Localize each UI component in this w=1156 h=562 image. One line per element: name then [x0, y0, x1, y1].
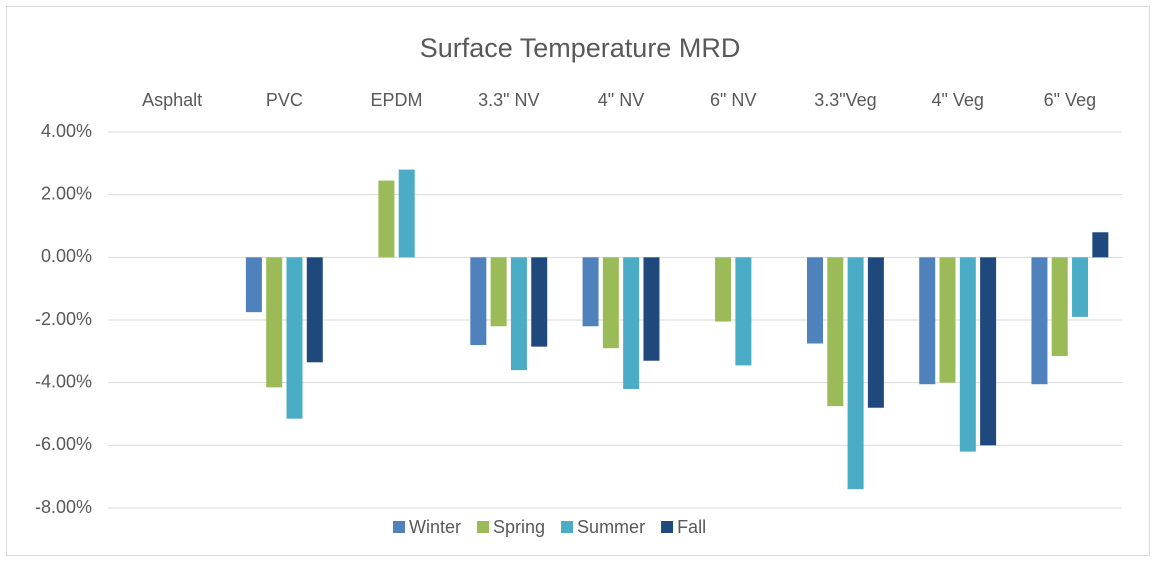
x-tick-label: EPDM — [371, 90, 423, 110]
x-tick-label: 4" Veg — [931, 90, 983, 110]
x-tick-label: 3.3" NV — [478, 90, 539, 110]
bar — [847, 257, 864, 490]
legend-swatch — [477, 521, 490, 533]
bar — [470, 257, 487, 346]
y-tick-label: -2.00% — [35, 309, 92, 329]
bar — [378, 180, 395, 258]
legend-swatch — [561, 521, 574, 533]
bar — [398, 169, 415, 258]
bar — [980, 257, 997, 446]
bar — [1031, 257, 1048, 385]
bar — [510, 257, 527, 371]
y-tick-label: 2.00% — [41, 183, 92, 203]
bar — [959, 257, 976, 452]
y-tick-label: -4.00% — [35, 371, 92, 391]
x-tick-label: Asphalt — [142, 90, 202, 110]
bar — [602, 257, 619, 349]
chart-frame — [6, 6, 1150, 556]
bar — [939, 257, 956, 383]
x-tick-label: 4" NV — [598, 90, 644, 110]
bar — [245, 257, 262, 313]
bar — [490, 257, 507, 327]
bar — [266, 257, 283, 388]
y-tick-label: 4.00% — [41, 121, 92, 141]
bar — [531, 257, 548, 347]
bar — [1051, 257, 1068, 357]
bar — [919, 257, 936, 385]
x-tick-label: 6" NV — [710, 90, 756, 110]
bar — [827, 257, 844, 407]
bar — [306, 257, 323, 363]
y-tick-label: 0.00% — [41, 246, 92, 266]
bar — [643, 257, 660, 361]
legend-label: Winter — [409, 517, 461, 537]
legend-label: Summer — [577, 517, 645, 537]
chart-title: Surface Temperature MRD — [420, 33, 741, 63]
bar — [623, 257, 640, 389]
y-tick-label: -8.00% — [35, 497, 92, 517]
legend-swatch — [661, 521, 674, 533]
bar — [286, 257, 303, 419]
bar — [867, 257, 884, 408]
x-tick-label: 3.3"Veg — [814, 90, 876, 110]
bar — [806, 257, 823, 344]
legend-label: Spring — [493, 517, 545, 537]
legend-label: Fall — [677, 517, 706, 537]
y-tick-label: -6.00% — [35, 434, 92, 454]
bar — [582, 257, 599, 327]
bar — [1092, 232, 1109, 258]
bar — [715, 257, 732, 322]
bar — [1072, 257, 1089, 317]
x-tick-label: 6" Veg — [1044, 90, 1096, 110]
bar — [735, 257, 752, 366]
legend-swatch — [393, 521, 405, 533]
x-tick-label: PVC — [266, 90, 303, 110]
